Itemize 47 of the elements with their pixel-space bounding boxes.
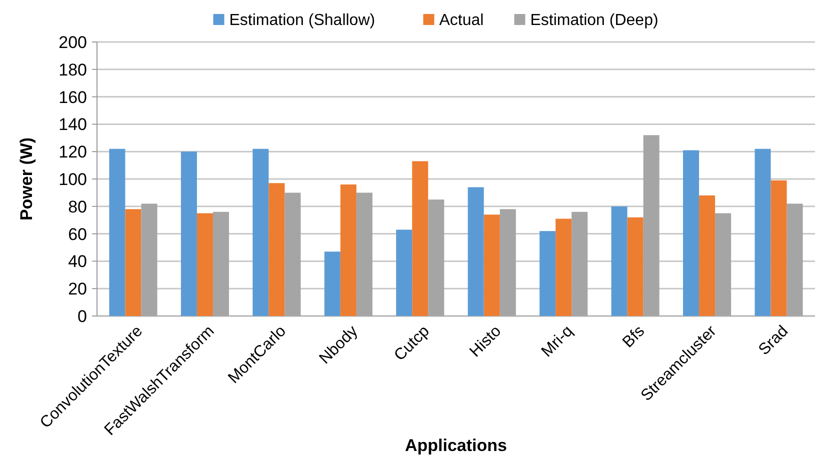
y-tick-label: 60 — [68, 224, 87, 244]
y-tick-label: 80 — [68, 197, 87, 216]
bar — [754, 148, 771, 316]
bar — [284, 192, 301, 316]
legend-label: Estimation (Shallow) — [229, 12, 376, 29]
bar — [196, 213, 213, 316]
y-tick-label: 120 — [58, 142, 87, 162]
bar — [356, 192, 372, 316]
y-tick-label: 40 — [68, 252, 87, 272]
bar — [627, 217, 644, 316]
bar — [715, 213, 732, 316]
bar — [484, 214, 500, 316]
bar — [611, 206, 628, 316]
x-axis-title: Applications — [404, 436, 508, 455]
bar — [324, 252, 340, 316]
bar — [268, 183, 285, 316]
bar — [252, 148, 269, 316]
bar — [412, 161, 428, 316]
bar — [500, 209, 516, 316]
bar — [540, 231, 556, 316]
y-axis-title: Power (W) — [17, 137, 36, 221]
bar — [340, 184, 356, 316]
legend-label: Estimation (Deep) — [530, 12, 658, 29]
y-tick-label: 160 — [58, 88, 87, 107]
y-tick-label: 100 — [58, 170, 87, 189]
y-tick-label: 180 — [58, 60, 87, 80]
bar — [212, 212, 229, 316]
bar — [643, 135, 660, 316]
bar — [770, 180, 787, 316]
y-tick-label: 140 — [58, 115, 87, 134]
bar — [180, 152, 197, 316]
bar — [468, 187, 484, 316]
x-tick-label: Bfs — [620, 322, 648, 352]
bar — [699, 195, 716, 316]
bar — [428, 200, 444, 316]
bar — [556, 218, 572, 316]
y-tick-label: 200 — [58, 32, 87, 52]
bar — [109, 148, 126, 316]
y-tick-label: 0 — [78, 306, 87, 326]
legend-label: Actual — [439, 12, 484, 29]
y-tick-label: 20 — [68, 280, 87, 299]
bar — [683, 150, 700, 316]
bar — [125, 209, 142, 316]
bar — [141, 204, 158, 316]
bar — [786, 204, 803, 316]
bar — [396, 230, 412, 316]
bar — [572, 212, 588, 316]
